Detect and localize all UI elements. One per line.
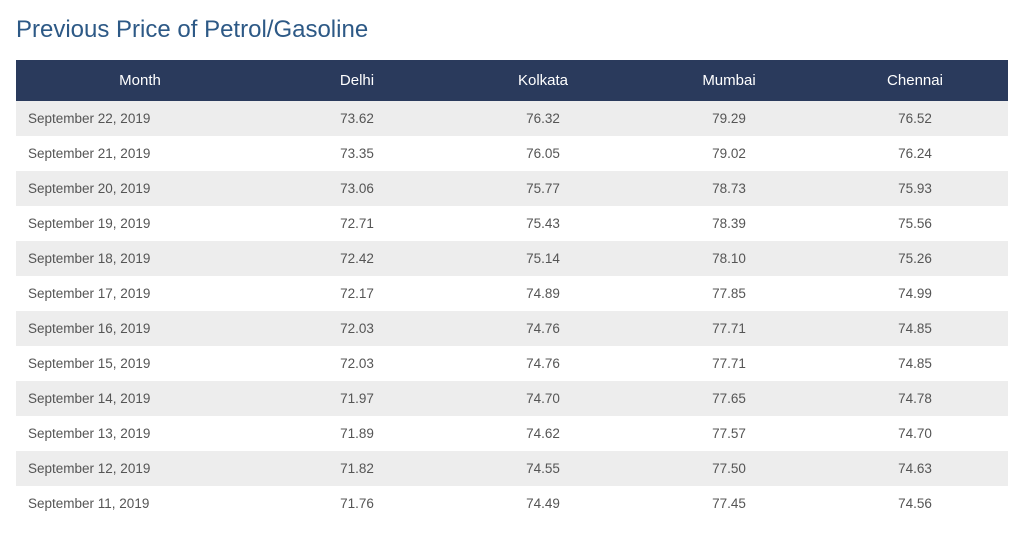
column-header-delhi: Delhi (264, 60, 450, 101)
price-table: Month Delhi Kolkata Mumbai Chennai Septe… (16, 60, 1008, 521)
cell-date: September 12, 2019 (16, 451, 264, 486)
cell-date: September 14, 2019 (16, 381, 264, 416)
cell-price: 74.85 (822, 346, 1008, 381)
cell-date: September 11, 2019 (16, 486, 264, 521)
cell-price: 77.50 (636, 451, 822, 486)
cell-price: 74.70 (822, 416, 1008, 451)
cell-price: 78.73 (636, 171, 822, 206)
cell-price: 74.76 (450, 311, 636, 346)
cell-date: September 13, 2019 (16, 416, 264, 451)
column-header-mumbai: Mumbai (636, 60, 822, 101)
cell-price: 73.06 (264, 171, 450, 206)
column-header-kolkata: Kolkata (450, 60, 636, 101)
cell-price: 72.71 (264, 206, 450, 241)
cell-price: 77.45 (636, 486, 822, 521)
cell-price: 71.76 (264, 486, 450, 521)
table-row: September 22, 201973.6276.3279.2976.52 (16, 101, 1008, 136)
cell-price: 77.71 (636, 346, 822, 381)
cell-price: 73.35 (264, 136, 450, 171)
cell-price: 79.02 (636, 136, 822, 171)
table-body: September 22, 201973.6276.3279.2976.52Se… (16, 101, 1008, 521)
cell-date: September 21, 2019 (16, 136, 264, 171)
column-header-month: Month (16, 60, 264, 101)
cell-price: 76.52 (822, 101, 1008, 136)
cell-price: 72.42 (264, 241, 450, 276)
table-header-row: Month Delhi Kolkata Mumbai Chennai (16, 60, 1008, 101)
cell-price: 72.17 (264, 276, 450, 311)
cell-price: 76.24 (822, 136, 1008, 171)
cell-price: 79.29 (636, 101, 822, 136)
cell-price: 75.26 (822, 241, 1008, 276)
cell-price: 75.14 (450, 241, 636, 276)
cell-price: 74.62 (450, 416, 636, 451)
cell-date: September 19, 2019 (16, 206, 264, 241)
column-header-chennai: Chennai (822, 60, 1008, 101)
cell-price: 76.32 (450, 101, 636, 136)
cell-price: 77.85 (636, 276, 822, 311)
cell-price: 75.43 (450, 206, 636, 241)
cell-price: 71.82 (264, 451, 450, 486)
cell-date: September 18, 2019 (16, 241, 264, 276)
cell-price: 74.49 (450, 486, 636, 521)
cell-price: 77.71 (636, 311, 822, 346)
cell-price: 74.85 (822, 311, 1008, 346)
cell-date: September 22, 2019 (16, 101, 264, 136)
cell-price: 74.99 (822, 276, 1008, 311)
cell-price: 74.76 (450, 346, 636, 381)
cell-price: 72.03 (264, 346, 450, 381)
table-row: September 17, 201972.1774.8977.8574.99 (16, 276, 1008, 311)
cell-price: 78.10 (636, 241, 822, 276)
cell-price: 75.56 (822, 206, 1008, 241)
table-row: September 14, 201971.9774.7077.6574.78 (16, 381, 1008, 416)
table-row: September 16, 201972.0374.7677.7174.85 (16, 311, 1008, 346)
table-row: September 21, 201973.3576.0579.0276.24 (16, 136, 1008, 171)
table-row: September 19, 201972.7175.4378.3975.56 (16, 206, 1008, 241)
cell-date: September 16, 2019 (16, 311, 264, 346)
cell-price: 74.55 (450, 451, 636, 486)
cell-price: 74.70 (450, 381, 636, 416)
cell-price: 77.57 (636, 416, 822, 451)
cell-price: 71.89 (264, 416, 450, 451)
cell-price: 75.77 (450, 171, 636, 206)
table-row: September 18, 201972.4275.1478.1075.26 (16, 241, 1008, 276)
cell-price: 74.63 (822, 451, 1008, 486)
cell-price: 78.39 (636, 206, 822, 241)
cell-price: 73.62 (264, 101, 450, 136)
table-row: September 15, 201972.0374.7677.7174.85 (16, 346, 1008, 381)
page-title: Previous Price of Petrol/Gasoline (16, 16, 1008, 44)
cell-price: 74.78 (822, 381, 1008, 416)
table-row: September 13, 201971.8974.6277.5774.70 (16, 416, 1008, 451)
cell-price: 74.56 (822, 486, 1008, 521)
cell-date: September 15, 2019 (16, 346, 264, 381)
cell-price: 71.97 (264, 381, 450, 416)
table-row: September 20, 201973.0675.7778.7375.93 (16, 171, 1008, 206)
cell-price: 72.03 (264, 311, 450, 346)
table-row: September 11, 201971.7674.4977.4574.56 (16, 486, 1008, 521)
cell-date: September 20, 2019 (16, 171, 264, 206)
cell-price: 77.65 (636, 381, 822, 416)
cell-price: 75.93 (822, 171, 1008, 206)
cell-price: 74.89 (450, 276, 636, 311)
cell-date: September 17, 2019 (16, 276, 264, 311)
cell-price: 76.05 (450, 136, 636, 171)
table-row: September 12, 201971.8274.5577.5074.63 (16, 451, 1008, 486)
